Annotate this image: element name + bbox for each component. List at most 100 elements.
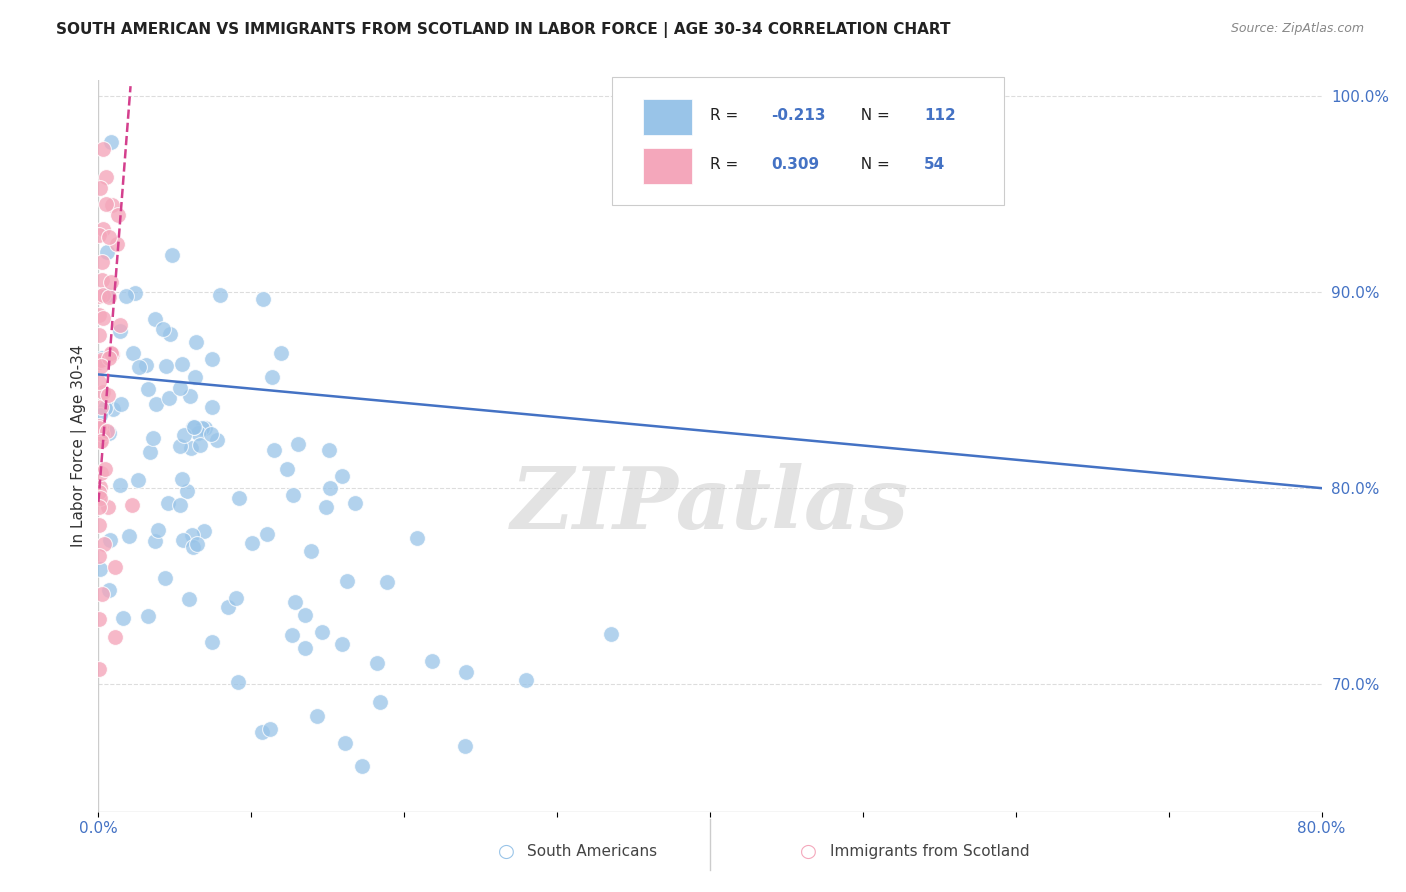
Point (89, 419, 111, 434)
Point (276, 462, 298, 476)
Point (190, 421, 212, 435)
Point (91, 222, 114, 236)
Point (531, 814, 554, 829)
Point (157, 391, 180, 405)
Text: N =: N = (851, 157, 894, 172)
Point (330, 469, 353, 483)
Point (142, 431, 165, 445)
Point (169, 498, 191, 512)
Point (145, 396, 167, 410)
Point (87, 518, 110, 533)
Point (91, 311, 114, 326)
Point (160, 248, 183, 262)
Point (228, 674, 250, 689)
Point (87, 662, 110, 676)
Point (91, 384, 114, 399)
FancyBboxPatch shape (612, 77, 1004, 204)
Point (450, 814, 472, 828)
Point (96, 244, 118, 259)
Text: Source: ZipAtlas.com: Source: ZipAtlas.com (1230, 22, 1364, 36)
Point (93, 536, 115, 550)
Point (671, 814, 693, 829)
Point (336, 574, 359, 588)
Point (90, 353, 112, 368)
Point (169, 439, 191, 453)
Text: R =: R = (710, 108, 744, 123)
Point (180, 441, 202, 455)
Point (136, 609, 159, 624)
Point (152, 322, 174, 336)
Point (496, 814, 519, 829)
Y-axis label: In Labor Force | Age 30-34: In Labor Force | Age 30-34 (72, 344, 87, 548)
Point (100, 135, 122, 149)
Point (284, 595, 307, 609)
Point (115, 288, 138, 302)
Point (200, 634, 222, 648)
Point (108, 324, 131, 338)
Point (91, 143, 114, 157)
Point (127, 473, 149, 487)
Point (107, 209, 129, 223)
Point (91, 273, 114, 287)
Point (454, 739, 477, 753)
Point (96, 288, 118, 302)
Point (375, 574, 398, 589)
Point (87, 228, 110, 243)
Point (98, 583, 121, 598)
Point (96, 425, 118, 439)
Point (122, 346, 145, 360)
Point (179, 591, 201, 606)
Point (599, 627, 621, 641)
Point (172, 472, 194, 486)
Point (89, 408, 111, 422)
Point (87, 500, 110, 514)
Point (188, 438, 211, 452)
Point (262, 369, 284, 384)
FancyBboxPatch shape (643, 147, 692, 184)
Point (181, 419, 204, 434)
Point (89, 562, 111, 576)
Point (136, 383, 159, 397)
Point (294, 608, 316, 623)
Point (368, 695, 391, 709)
Point (184, 369, 207, 384)
Point (159, 327, 181, 342)
Point (89, 491, 111, 505)
Point (90, 359, 112, 373)
Point (104, 559, 127, 574)
Point (100, 275, 122, 289)
Point (90, 421, 112, 435)
Point (201, 401, 224, 415)
Point (128, 359, 150, 374)
Point (259, 722, 281, 736)
Point (205, 433, 228, 447)
Point (90, 427, 112, 442)
Point (94, 462, 117, 476)
Text: SOUTH AMERICAN VS IMMIGRANTS FROM SCOTLAND IN LABOR FORCE | AGE 30-34 CORRELATIO: SOUTH AMERICAN VS IMMIGRANTS FROM SCOTLA… (56, 22, 950, 38)
Point (89, 485, 111, 500)
Point (406, 531, 429, 545)
Point (90, 586, 112, 600)
Point (299, 544, 322, 558)
Point (201, 351, 224, 366)
Text: -0.213: -0.213 (772, 108, 825, 123)
Point (101, 347, 124, 361)
Point (225, 591, 247, 605)
Point (96, 387, 118, 401)
Point (98, 290, 121, 304)
Point (110, 397, 132, 411)
Point (104, 630, 127, 644)
Point (420, 655, 443, 669)
Point (350, 759, 373, 773)
Point (148, 523, 170, 537)
Point (139, 445, 162, 459)
Point (250, 725, 273, 739)
Point (103, 401, 125, 416)
Point (187, 425, 209, 440)
Point (228, 491, 250, 505)
Point (270, 346, 292, 360)
Point (333, 736, 356, 750)
Point (294, 641, 316, 656)
Point (96, 170, 118, 185)
Point (105, 237, 128, 252)
